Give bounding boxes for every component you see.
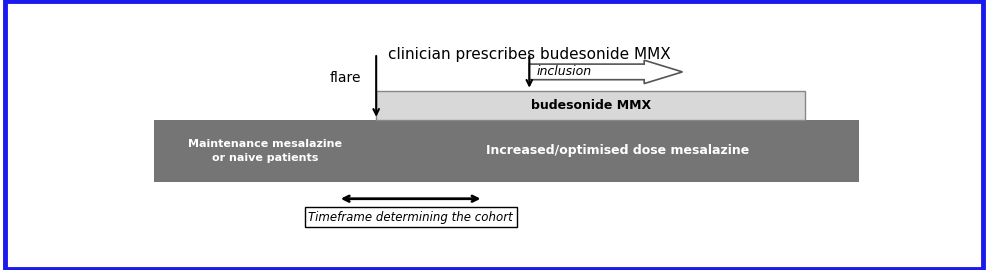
Bar <box>154 120 376 182</box>
Text: budesonide MMX: budesonide MMX <box>531 99 651 112</box>
Text: Maintenance mesalazine
or naive patients: Maintenance mesalazine or naive patients <box>188 139 342 163</box>
Bar <box>376 120 859 182</box>
Text: Timeframe determining the cohort: Timeframe determining the cohort <box>308 211 513 224</box>
Text: clinician prescribes budesonide MMX: clinician prescribes budesonide MMX <box>388 47 671 62</box>
Text: inclusion: inclusion <box>537 65 592 78</box>
FancyArrow shape <box>530 60 683 84</box>
Text: Increased/optimised dose mesalazine: Increased/optimised dose mesalazine <box>486 144 749 157</box>
Bar <box>376 91 805 120</box>
Text: flare: flare <box>329 71 361 85</box>
